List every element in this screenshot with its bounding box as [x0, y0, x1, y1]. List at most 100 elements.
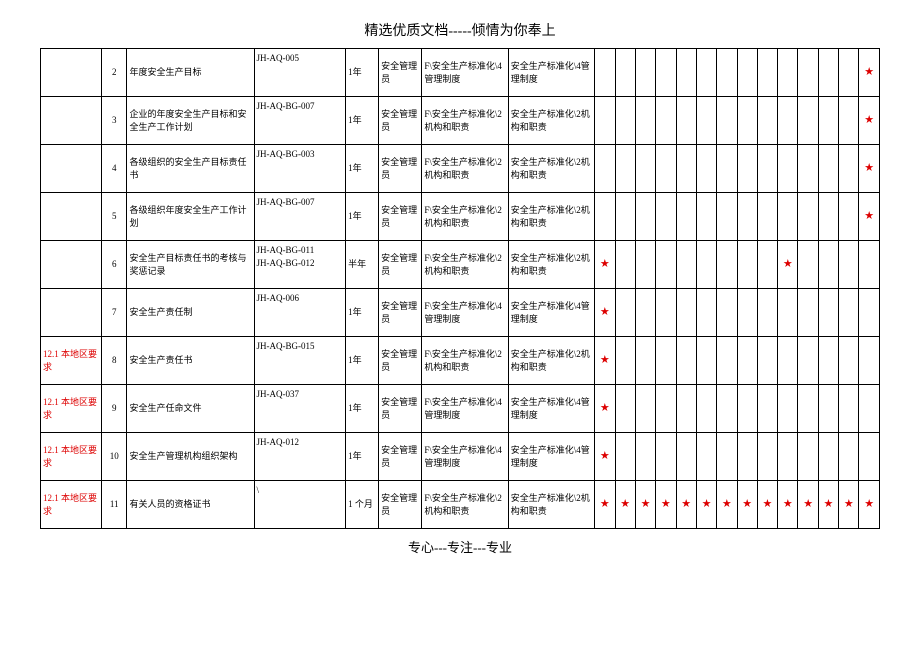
star-cell: ★ — [656, 481, 676, 529]
star-cell — [757, 241, 777, 289]
star-cell: ★ — [635, 481, 655, 529]
star-cell — [676, 337, 696, 385]
path2-cell: 安全生产标准化\2机构和职责 — [508, 481, 594, 529]
star-cell — [737, 145, 757, 193]
star-cell — [717, 289, 737, 337]
path2-cell: 安全生产标准化\4管理制度 — [508, 433, 594, 481]
star-cell — [656, 241, 676, 289]
path2-cell: 安全生产标准化\2机构和职责 — [508, 145, 594, 193]
region-cell — [41, 145, 102, 193]
star-cell: ★ — [839, 481, 859, 529]
star-cell: ★ — [676, 481, 696, 529]
star-cell — [656, 49, 676, 97]
manager-cell: 安全管理员 — [379, 385, 422, 433]
star-cell — [717, 433, 737, 481]
frequency-cell: 1年 — [346, 145, 379, 193]
frequency-cell: 1年 — [346, 193, 379, 241]
star-cell — [635, 241, 655, 289]
code-cell: JH-AQ-012 — [254, 433, 346, 481]
star-cell — [737, 193, 757, 241]
path1-cell: F\安全生产标准化\4管理制度 — [422, 433, 508, 481]
code-cell: JH-AQ-BG-007 — [254, 193, 346, 241]
number-cell: 6 — [102, 241, 127, 289]
star-cell — [635, 193, 655, 241]
code-cell: JH-AQ-BG-007 — [254, 97, 346, 145]
star-cell — [615, 193, 635, 241]
star-cell: ★ — [737, 481, 757, 529]
star-cell: ★ — [778, 481, 798, 529]
star-cell — [635, 337, 655, 385]
star-cell: ★ — [615, 481, 635, 529]
path1-cell: F\安全生产标准化\2机构和职责 — [422, 145, 508, 193]
star-cell — [656, 289, 676, 337]
star-cell — [839, 337, 859, 385]
star-cell: ★ — [859, 481, 880, 529]
star-cell — [757, 145, 777, 193]
star-cell — [818, 145, 838, 193]
star-cell — [696, 241, 716, 289]
star-cell — [615, 433, 635, 481]
star-cell — [737, 433, 757, 481]
star-cell — [595, 49, 615, 97]
star-cell — [615, 49, 635, 97]
manager-cell: 安全管理员 — [379, 481, 422, 529]
number-cell: 3 — [102, 97, 127, 145]
star-cell — [635, 385, 655, 433]
star-cell — [778, 145, 798, 193]
name-cell: 各级组织年度安全生产工作计划 — [127, 193, 254, 241]
star-cell: ★ — [595, 385, 615, 433]
star-cell — [757, 337, 777, 385]
number-cell: 7 — [102, 289, 127, 337]
star-cell — [778, 433, 798, 481]
region-cell — [41, 97, 102, 145]
path2-cell: 安全生产标准化\2机构和职责 — [508, 241, 594, 289]
star-cell — [656, 193, 676, 241]
page-header: 精选优质文档-----倾情为你奉上 — [40, 20, 880, 40]
star-cell — [839, 289, 859, 337]
star-cell — [737, 337, 757, 385]
manager-cell: 安全管理员 — [379, 193, 422, 241]
path1-cell: F\安全生产标准化\4管理制度 — [422, 49, 508, 97]
path2-cell: 安全生产标准化\2机构和职责 — [508, 193, 594, 241]
star-cell — [635, 289, 655, 337]
star-cell — [635, 433, 655, 481]
path2-cell: 安全生产标准化\2机构和职责 — [508, 97, 594, 145]
code-cell: JH-AQ-037 — [254, 385, 346, 433]
star-cell — [798, 289, 818, 337]
number-cell: 4 — [102, 145, 127, 193]
manager-cell: 安全管理员 — [379, 97, 422, 145]
star-cell — [839, 241, 859, 289]
star-cell — [859, 385, 880, 433]
frequency-cell: 半年 — [346, 241, 379, 289]
name-cell: 安全生产责任制 — [127, 289, 254, 337]
star-cell — [778, 49, 798, 97]
star-cell — [696, 289, 716, 337]
table-row: 7安全生产责任制JH-AQ-0061年安全管理员F\安全生产标准化\4管理制度安… — [41, 289, 880, 337]
star-cell — [798, 337, 818, 385]
name-cell: 安全生产责任书 — [127, 337, 254, 385]
code-cell: JH-AQ-BG-015 — [254, 337, 346, 385]
star-cell: ★ — [859, 193, 880, 241]
star-cell — [656, 337, 676, 385]
star-cell — [798, 97, 818, 145]
star-cell — [656, 145, 676, 193]
star-cell: ★ — [595, 481, 615, 529]
star-cell — [615, 241, 635, 289]
table-row: 12.1 本地区要求11有关人员的资格证书\1 个月安全管理员F\安全生产标准化… — [41, 481, 880, 529]
table-row: 12.1 本地区要求8安全生产责任书JH-AQ-BG-0151年安全管理员F\安… — [41, 337, 880, 385]
star-cell — [778, 193, 798, 241]
region-cell: 12.1 本地区要求 — [41, 481, 102, 529]
star-cell — [778, 337, 798, 385]
region-cell: 12.1 本地区要求 — [41, 337, 102, 385]
number-cell: 10 — [102, 433, 127, 481]
star-cell — [778, 289, 798, 337]
star-cell — [717, 49, 737, 97]
frequency-cell: 1年 — [346, 433, 379, 481]
star-cell: ★ — [859, 97, 880, 145]
star-cell — [839, 97, 859, 145]
star-cell — [757, 385, 777, 433]
star-cell — [717, 145, 737, 193]
path2-cell: 安全生产标准化\4管理制度 — [508, 289, 594, 337]
star-cell: ★ — [717, 481, 737, 529]
star-cell — [818, 49, 838, 97]
